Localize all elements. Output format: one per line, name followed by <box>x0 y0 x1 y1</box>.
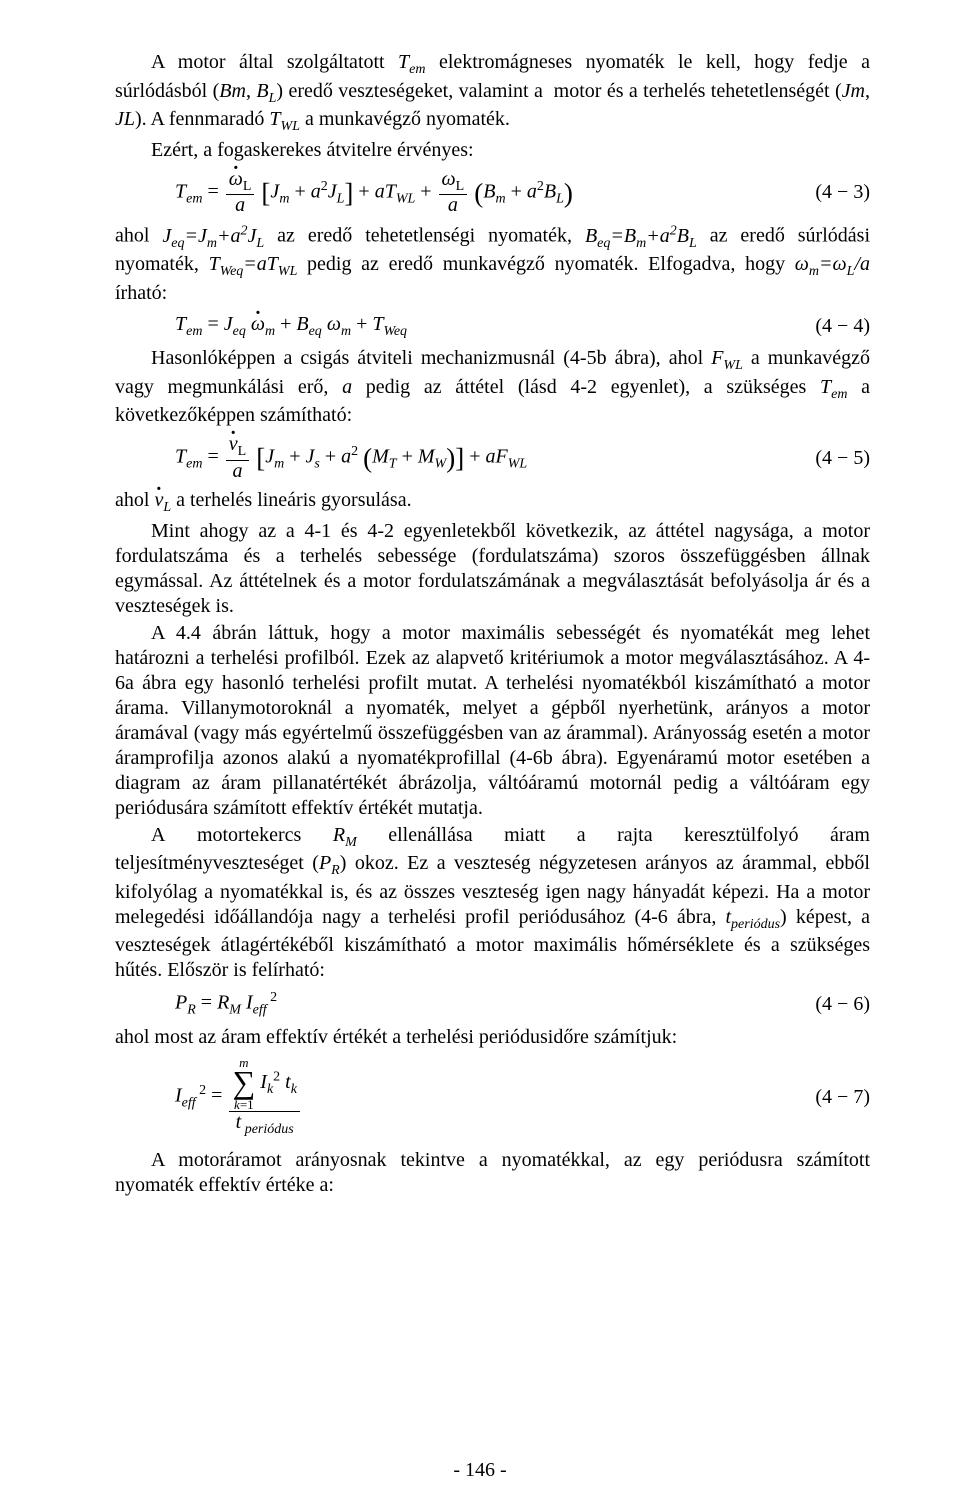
equation-4-5-body: Tem = vLa [Jm + Js + a2 (MT + MW)] + aFW… <box>115 434 527 482</box>
page-number: - 146 - <box>0 1458 960 1483</box>
equation-4-4: Tem = Jeq ωm + Beq ωm + TWeq (4 − 4) <box>115 312 870 341</box>
equation-4-7: Ieff 2 = m ∑ k=1 Ik2 tk t periódus (4 − … <box>115 1056 870 1138</box>
paragraph-5: ahol vL a terhelés lineáris gyorsulása. <box>115 488 870 517</box>
paragraph-2-lead: Ezért, a fogaskerekes átvitelre érvényes… <box>115 138 870 163</box>
paragraph-7: A 4.4 ábrán láttuk, hogy a motor maximál… <box>115 621 870 821</box>
equation-4-3-body: Tem = ωLa [Jm + a2JL] + aTWL + ωLa (Bm +… <box>115 169 573 217</box>
paragraph-3: ahol Jeq=Jm+a2JL az eredő tehetetlenségi… <box>115 222 870 306</box>
document-page: A motor által szolgáltatott Tem elektrom… <box>0 0 960 1508</box>
paragraph-1: A motor által szolgáltatott Tem elektrom… <box>115 50 870 136</box>
paragraph-5-tail: a terhelés lineáris gyorsulása. <box>176 489 411 511</box>
paragraph-6: Mint ahogy az a 4-1 és 4-2 egyenletekből… <box>115 519 870 619</box>
paragraph-8: A motortekercs RM ellenállása miatt a ra… <box>115 823 870 984</box>
equation-4-4-number: (4 − 4) <box>805 314 870 339</box>
equation-4-3-number: (4 − 3) <box>805 180 870 205</box>
paragraph-10: A motoráramot arányosnak tekintve a nyom… <box>115 1148 870 1198</box>
paragraph-4: Hasonlóképpen a csigás átviteli mechaniz… <box>115 346 870 428</box>
equation-4-6-number: (4 − 6) <box>805 992 870 1017</box>
equation-4-5-number: (4 − 5) <box>805 446 870 471</box>
equation-4-7-number: (4 − 7) <box>805 1085 870 1110</box>
equation-4-4-body: Tem = Jeq ωm + Beq ωm + TWeq <box>115 312 407 341</box>
equation-4-6: PR = RM Ieff 2 (4 − 6) <box>115 989 870 1019</box>
paragraph-5-lead: ahol <box>115 489 154 511</box>
equation-4-5: Tem = vLa [Jm + Js + a2 (MT + MW)] + aFW… <box>115 434 870 482</box>
equation-4-6-body: PR = RM Ieff 2 <box>115 989 277 1019</box>
equation-4-3: Tem = ωLa [Jm + a2JL] + aTWL + ωLa (Bm +… <box>115 169 870 217</box>
paragraph-9: ahol most az áram effektív értékét a ter… <box>115 1025 870 1050</box>
equation-4-7-body: Ieff 2 = m ∑ k=1 Ik2 tk t periódus <box>115 1056 302 1138</box>
